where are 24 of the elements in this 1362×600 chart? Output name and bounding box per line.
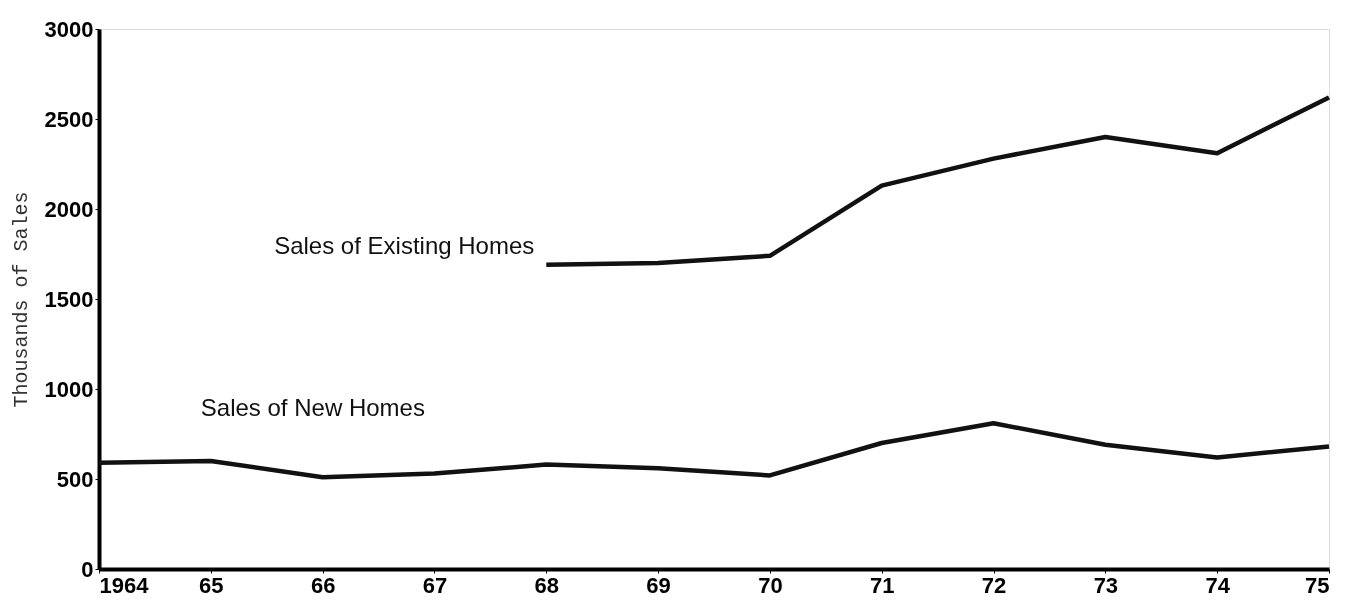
x-tick-label: 72 xyxy=(981,572,1007,598)
series-label: Sales of Existing Homes xyxy=(274,231,535,259)
x-tick-label: 75 xyxy=(1305,572,1330,598)
x-tick-label: 73 xyxy=(1093,572,1119,598)
y-tick-label: 500 xyxy=(56,466,94,492)
y-tick-label: 2500 xyxy=(44,106,94,132)
x-tick-label: 66 xyxy=(310,572,336,598)
x-tick-label: 69 xyxy=(646,572,671,598)
x-tick-label: 71 xyxy=(869,572,895,598)
line-series xyxy=(544,95,1332,268)
x-tick-label: 70 xyxy=(758,572,783,598)
y-tick-label: 1500 xyxy=(44,286,94,312)
x-tick-label: 65 xyxy=(199,572,224,598)
x-tick-label: 74 xyxy=(1205,572,1231,598)
y-tick-label: 2000 xyxy=(44,196,94,222)
y-tick-label: 0 xyxy=(81,556,94,582)
line-series xyxy=(96,420,1332,480)
series-label: Sales of New Homes xyxy=(200,394,425,421)
y-tick-label: 3000 xyxy=(44,16,94,42)
y-tick-label: 1000 xyxy=(44,376,94,402)
y-axis-title: Thousands of Sales xyxy=(9,191,33,408)
x-tick-label: 67 xyxy=(422,572,448,598)
x-tick-label: 1964 xyxy=(99,572,150,598)
x-tick-label: 68 xyxy=(534,572,560,598)
